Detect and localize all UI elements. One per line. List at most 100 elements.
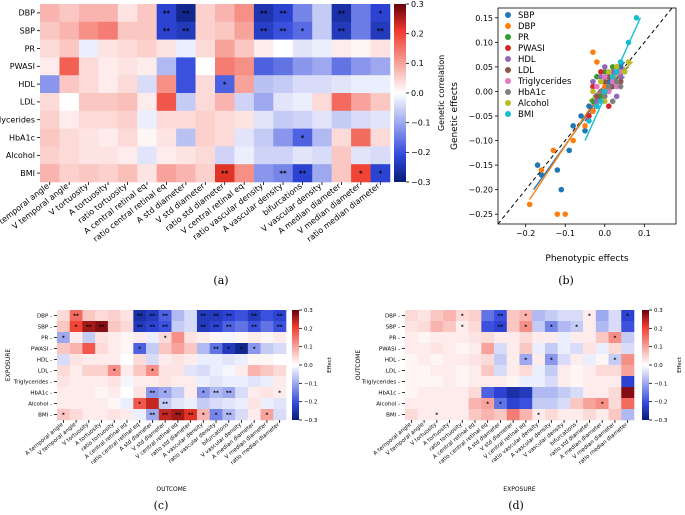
- colorbar-tick-label: −0.2: [654, 400, 667, 406]
- heatmap-cell: [133, 376, 147, 388]
- heatmap-cell: [583, 387, 597, 399]
- significance-star: **: [498, 324, 504, 330]
- heatmap-cell: [443, 310, 457, 322]
- heatmap-cell: [481, 321, 495, 333]
- heatmap-cell: [351, 21, 371, 40]
- heatmap-cell: [273, 4, 294, 23]
- heatmap-cell: [370, 128, 391, 147]
- heatmap-cell: [608, 354, 622, 366]
- significance-star: *: [75, 324, 78, 330]
- scatter-point: [526, 201, 533, 208]
- heatmap-cell: [171, 387, 185, 399]
- heatmap-cell: [506, 387, 520, 399]
- heatmap-cell: [494, 354, 508, 366]
- significance-star: **: [498, 313, 504, 319]
- scatter-point: [613, 83, 620, 90]
- heatmap-cell: [158, 321, 172, 333]
- legend-marker: [505, 100, 511, 106]
- heatmap-cell: [59, 21, 80, 40]
- heatmap-cell: [234, 93, 255, 112]
- x-tick-label: 0.0: [598, 229, 611, 238]
- heatmap-cell: [222, 376, 236, 388]
- scatter-point: [538, 172, 545, 178]
- scatter-point: [578, 113, 584, 119]
- heatmap-cell: [78, 93, 99, 112]
- scatter-point: [582, 127, 588, 134]
- heatmap-cell: [57, 310, 71, 322]
- row-label: HDL: [18, 80, 35, 89]
- heatmap-cell: [196, 310, 210, 322]
- heatmap-cell: [78, 21, 99, 40]
- significance-star: *: [613, 357, 616, 363]
- significance-star: **: [182, 9, 190, 17]
- heatmap-cell: [430, 310, 444, 322]
- heatmap-cell: [133, 387, 147, 399]
- heatmap-d: * ** * * ** ** * * *** * ** * ** *DBP -SBP -PR -PWASI…: [355, 308, 683, 493]
- heatmap-cell: [40, 146, 60, 165]
- heatmap-cell: [370, 75, 391, 94]
- heatmap-cell: [222, 409, 236, 421]
- heatmap-cell: [215, 146, 235, 165]
- heatmap-cell: [583, 354, 597, 366]
- significance-star: **: [162, 324, 168, 330]
- heatmap-cell: [494, 409, 508, 421]
- heatmap-cell: [273, 75, 294, 94]
- heatmap-cell: [69, 376, 83, 388]
- heatmap-cell: [120, 321, 134, 333]
- heatmap-cell: [455, 332, 469, 344]
- heatmap-cell: [209, 321, 223, 333]
- significance-star: **: [213, 390, 219, 396]
- heatmap-cell: [570, 343, 584, 355]
- row-label: DBP -: [385, 313, 400, 319]
- heatmap-cell: [156, 39, 177, 58]
- heatmap-cell: [557, 321, 571, 333]
- legend-marker: [505, 23, 511, 29]
- scatter-point: [617, 73, 624, 80]
- heatmap-cell: [260, 376, 274, 388]
- scatter-point: [617, 78, 624, 85]
- row-label: PWASI: [10, 62, 35, 71]
- heatmap-cell: [519, 354, 533, 366]
- heatmap-cell: [184, 310, 198, 322]
- heatmap-cell: [222, 387, 236, 399]
- scatter-point: [590, 98, 596, 105]
- heatmap-cell: [82, 398, 96, 410]
- heatmap-cell: [532, 310, 546, 322]
- significance-star: **: [251, 324, 257, 330]
- scatter-point: [617, 83, 624, 90]
- heatmap-cell: [443, 409, 457, 421]
- heatmap-cell: [69, 409, 83, 421]
- heatmap-cell: [292, 93, 313, 112]
- heatmap-cell: [331, 4, 352, 23]
- heatmap-cell: [156, 57, 177, 76]
- heatmap-cell: [98, 128, 119, 147]
- heatmap-cell: [59, 4, 80, 23]
- scatter-point: [617, 64, 624, 70]
- heatmap-cell: [468, 409, 482, 421]
- heatmap-cell: [312, 110, 332, 129]
- heatmap-cell: [532, 365, 546, 377]
- heatmap-cell: [570, 310, 584, 322]
- heatmap-cell: [519, 343, 533, 355]
- heatmap-cell: [107, 310, 121, 322]
- heatmap-cell: [158, 409, 172, 421]
- significance-star: **: [213, 324, 219, 330]
- heatmap-cell: [494, 332, 508, 344]
- heatmap-cell: [430, 387, 444, 399]
- heatmap-cell: [235, 365, 249, 377]
- scatter-point: [594, 103, 600, 109]
- legend-label: Triglycerides: [517, 77, 572, 87]
- heatmap-cell: [417, 409, 431, 421]
- heatmap-cell: [494, 365, 508, 377]
- heatmap-cell: [292, 75, 313, 94]
- heatmap-cell: [137, 75, 157, 94]
- heatmap-cell: [544, 321, 558, 333]
- heatmap-cell: [137, 128, 157, 147]
- heatmap-cell: [443, 376, 457, 388]
- heatmap-cell: [312, 57, 332, 76]
- colorbar-tick-label: 0.2: [411, 29, 424, 38]
- heatmap-cell: [506, 365, 520, 377]
- heatmap-cell: [133, 365, 147, 377]
- heatmap-cell: [621, 354, 635, 366]
- x-axis-label: Phenotypic effects: [545, 254, 629, 264]
